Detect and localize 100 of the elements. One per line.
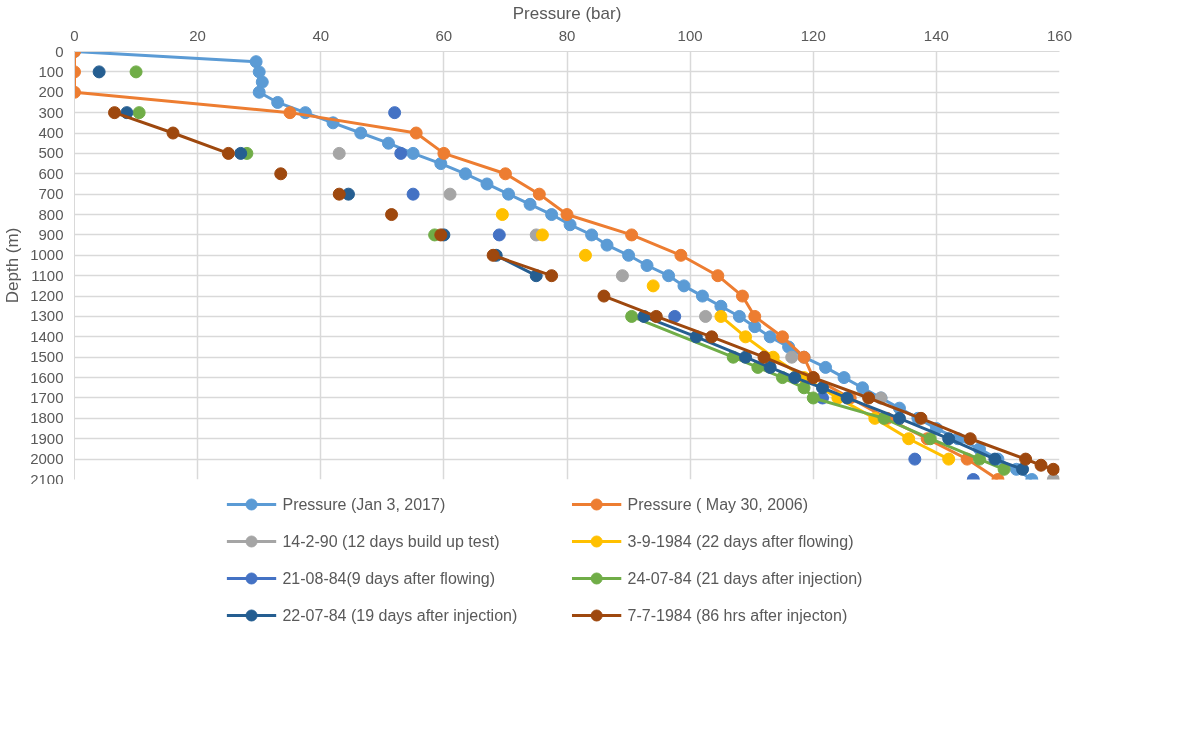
y-tick-label: 1000 <box>30 246 64 264</box>
point <box>797 381 811 395</box>
legend-label: Pressure (Jan 3, 2017) <box>282 496 446 513</box>
y-tick-label: 1900 <box>30 429 64 447</box>
x-tick-label: 100 <box>677 26 703 44</box>
y-tick-label: 1300 <box>30 307 64 325</box>
point <box>711 269 725 283</box>
point <box>545 269 559 283</box>
y-tick-label: 200 <box>38 83 64 101</box>
point <box>625 309 639 323</box>
point <box>332 146 346 160</box>
legend-label: 3-9-1984 (22 days after flowing) <box>627 533 854 550</box>
point <box>763 330 777 344</box>
y-tick-label: 1100 <box>31 266 64 284</box>
y-tick-label: 900 <box>38 225 64 243</box>
point <box>388 106 402 120</box>
point <box>409 126 423 140</box>
point <box>437 146 451 160</box>
point <box>862 391 876 405</box>
point <box>578 248 592 262</box>
point <box>498 167 512 181</box>
y-tick-label: 1800 <box>30 409 64 427</box>
point <box>640 259 654 272</box>
point <box>332 187 346 201</box>
point <box>819 360 833 374</box>
point <box>274 167 288 181</box>
point <box>646 279 660 293</box>
point <box>92 65 106 79</box>
legend-label: 22-07-84 (19 days after injection) <box>282 607 518 624</box>
point <box>492 228 506 242</box>
point <box>788 371 802 385</box>
point <box>597 289 611 303</box>
x-axis-title: Pressure (bar) <box>512 3 622 23</box>
point <box>695 289 709 303</box>
point <box>757 350 771 364</box>
x-tick-label: 60 <box>435 26 453 44</box>
y-axis-title: Depth (m) <box>3 227 23 304</box>
point <box>972 452 986 466</box>
point <box>806 391 820 405</box>
point <box>739 350 753 364</box>
point <box>255 75 269 89</box>
y-tick-label: 1500 <box>30 348 64 366</box>
point <box>674 248 688 262</box>
point <box>585 228 599 242</box>
legend-label: Pressure ( May 30, 2006) <box>627 496 809 513</box>
y-tick-label: 500 <box>38 144 64 162</box>
point <box>763 360 777 374</box>
point <box>699 309 713 323</box>
point <box>815 381 829 395</box>
point <box>649 309 663 323</box>
y-tick-label: 1600 <box>30 368 64 386</box>
point <box>1019 452 1033 466</box>
y-tick-label: 300 <box>38 103 64 121</box>
point <box>714 309 728 323</box>
y-tick-label: 400 <box>38 124 64 142</box>
point <box>662 269 676 283</box>
point <box>535 228 549 242</box>
point <box>129 65 143 79</box>
y-tick-label: 800 <box>38 205 64 223</box>
point <box>668 309 682 323</box>
y-tick-label: 1200 <box>30 287 64 305</box>
point <box>166 126 180 140</box>
point <box>856 381 869 395</box>
point <box>406 146 420 160</box>
point <box>748 309 762 323</box>
point <box>775 330 789 344</box>
point <box>532 187 546 201</box>
point <box>942 432 956 446</box>
point <box>443 187 457 201</box>
legend-label: 24-07-84 (21 days after injection) <box>627 570 863 587</box>
point <box>252 85 266 99</box>
x-tick-label: 120 <box>800 26 826 44</box>
point <box>394 146 408 160</box>
point <box>963 432 977 446</box>
point <box>902 432 916 446</box>
point <box>600 238 614 252</box>
y-tick-label: 1400 <box>30 327 64 345</box>
x-tick-label: 0 <box>70 26 79 44</box>
y-tick-label: 1700 <box>30 388 64 406</box>
legend-label: 21-08-84(9 days after flowing) <box>282 570 496 587</box>
point <box>615 269 629 283</box>
point <box>252 65 266 79</box>
point <box>221 146 235 160</box>
point <box>283 106 297 120</box>
point <box>908 452 922 466</box>
point <box>434 157 448 171</box>
y-tick-label: 600 <box>38 164 64 182</box>
point <box>458 167 472 181</box>
point <box>381 136 395 150</box>
point <box>480 177 494 191</box>
point <box>354 126 368 140</box>
point <box>406 187 420 201</box>
y-tick-label: 100 <box>38 62 64 80</box>
point <box>108 106 122 120</box>
point <box>495 208 509 222</box>
point <box>622 248 636 262</box>
point <box>942 452 956 466</box>
point <box>997 462 1011 476</box>
legend-label: 7-7-1984 (86 hrs after injecton) <box>627 607 848 624</box>
point <box>1034 458 1048 472</box>
